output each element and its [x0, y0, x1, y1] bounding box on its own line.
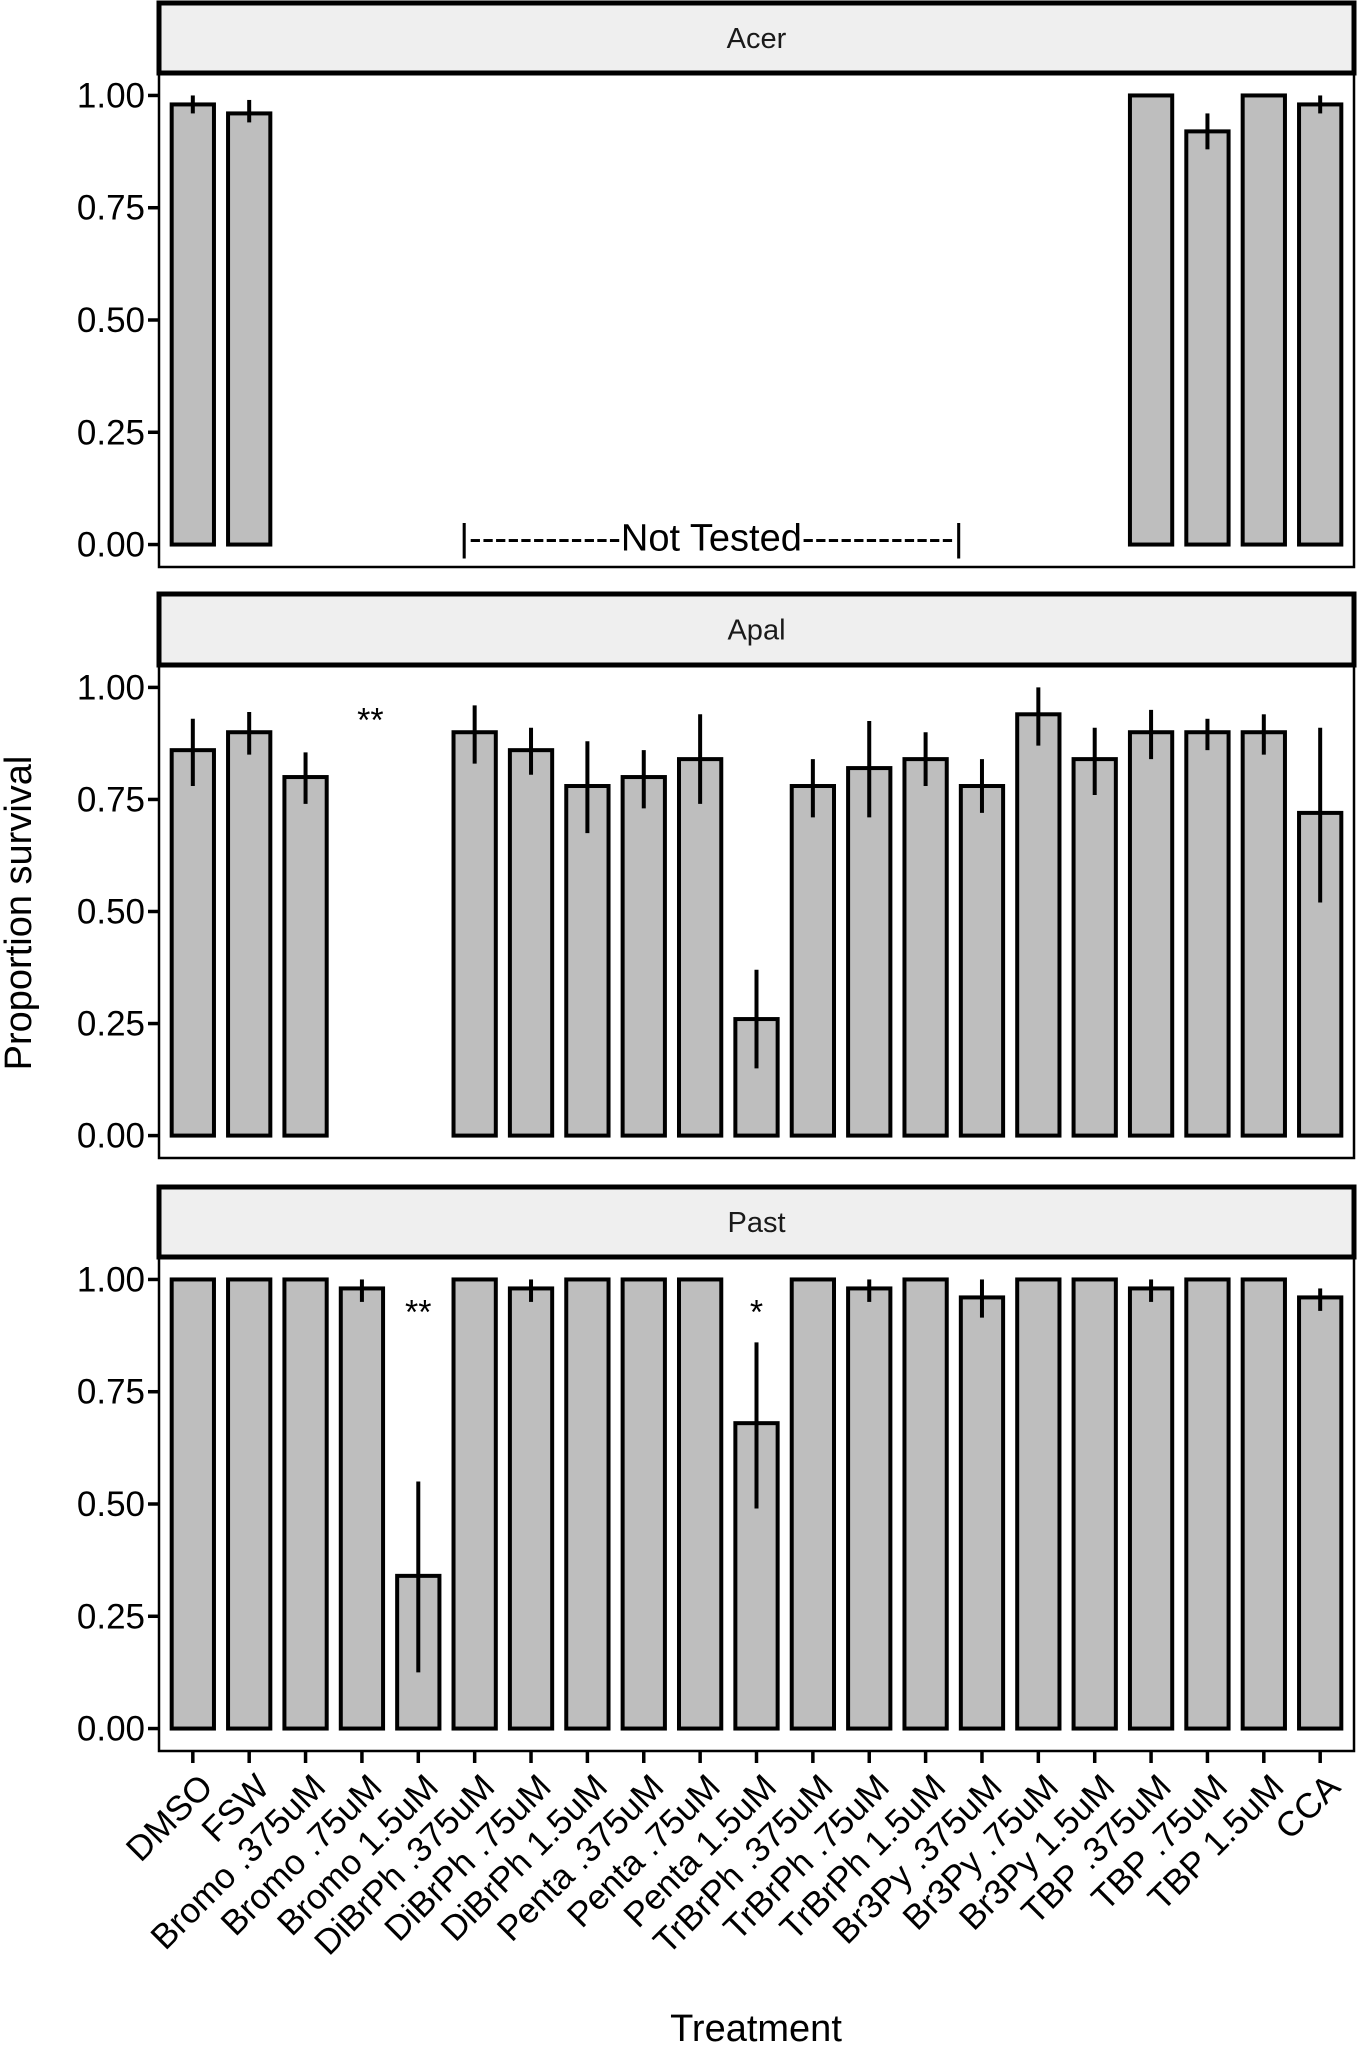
- y-tick-label: 0.50: [77, 1485, 145, 1524]
- bar-trbrph-75um: [846, 1286, 893, 1731]
- bar-fsw: [226, 730, 273, 1138]
- bar-br3py-375um: [958, 1295, 1006, 1731]
- bar-dmso: [169, 1277, 216, 1731]
- bar-br3py-75um: [1015, 712, 1062, 1138]
- y-tick-label: 0.75: [77, 780, 145, 819]
- y-tick-label: 0.00: [77, 1710, 145, 1749]
- bar-br3py-75um: [1015, 1277, 1062, 1731]
- bar-trbrph-375um: [789, 1277, 837, 1731]
- y-tick-label: 1.00: [77, 668, 145, 707]
- significance-marker: *: [750, 1293, 763, 1331]
- facet-panel-apal: Apal 0.00 0.25 0.50 0.75 1.00 **: [77, 591, 1357, 1160]
- bar-penta-75um: [676, 1277, 724, 1731]
- bar-cca: [1297, 1295, 1344, 1731]
- facet-strip: [156, 1184, 1357, 1260]
- bar-tbp-75um: [1184, 1277, 1231, 1731]
- facet-strip-label: Apal: [727, 615, 785, 647]
- bar-fsw: [226, 111, 273, 547]
- facet-strip: [156, 591, 1357, 668]
- facet-strip-label: Acer: [727, 23, 787, 55]
- y-axis-title: Proportion survival: [0, 756, 40, 1071]
- x-tick-label: CCA: [1268, 1767, 1348, 1847]
- y-tick-label: 0.25: [77, 1005, 145, 1044]
- bar-tbp-1-5um: [1240, 93, 1287, 547]
- significance-marker: **: [405, 1293, 431, 1331]
- bar-br3py-1-5um: [1071, 1277, 1118, 1731]
- bar-dibrph-1-5um: [564, 1277, 611, 1731]
- not-tested-label: |------------Not Tested------------|: [459, 518, 963, 560]
- bar-bromo-75um: [338, 1286, 386, 1731]
- bar-penta-75um: [676, 757, 724, 1138]
- bar-trbrph-75um: [846, 766, 893, 1138]
- facet-panels: Acer 0.00 0.25 0.50 0.75 1.00 |------------Not…: [77, 0, 1357, 1753]
- bar-dibrph-75um: [507, 748, 555, 1138]
- bar-fsw: [226, 1277, 273, 1731]
- x-axis-title: Treatment: [670, 2008, 842, 2050]
- bar-dmso: [169, 102, 216, 547]
- bar-dibrph-375um: [451, 730, 498, 1138]
- bar-dmso: [169, 748, 216, 1138]
- y-tick-label: 0.00: [77, 526, 145, 565]
- y-tick-label: 1.00: [77, 76, 145, 115]
- bar-br3py-375um: [958, 784, 1006, 1138]
- y-tick-label: 0.00: [77, 1117, 145, 1156]
- bar-tbp-375um: [1127, 93, 1175, 547]
- bar-tbp-1-5um: [1240, 730, 1287, 1138]
- y-tick-label: 0.25: [77, 1597, 145, 1636]
- bar-penta-375um: [620, 775, 667, 1138]
- bar-bromo-375um: [282, 1277, 329, 1731]
- bar-trbrph-1-5um: [902, 1277, 949, 1731]
- bar-tbp-375um: [1127, 730, 1175, 1138]
- bar-tbp-1-5um: [1240, 1277, 1287, 1731]
- bar-dibrph-375um: [451, 1277, 498, 1731]
- facet-panel-acer: Acer 0.00 0.25 0.50 0.75 1.00 |------------Not…: [77, 0, 1357, 569]
- bar-br3py-1-5um: [1071, 757, 1118, 1138]
- y-tick-label: 0.75: [77, 189, 145, 228]
- bar-penta-375um: [620, 1277, 667, 1731]
- bar-trbrph-1-5um: [902, 757, 949, 1138]
- bar-tbp-75um: [1184, 129, 1231, 547]
- y-tick-label: 0.75: [77, 1373, 145, 1412]
- significance-marker: **: [357, 701, 383, 739]
- bar-dibrph-1-5um: [564, 784, 611, 1138]
- bar-tbp-75um: [1184, 730, 1231, 1138]
- y-tick-label: 0.25: [77, 413, 145, 452]
- y-tick-label: 0.50: [77, 893, 145, 932]
- bar-dibrph-75um: [507, 1286, 555, 1731]
- facet-strip: [156, 0, 1357, 76]
- y-tick-label: 1.00: [77, 1260, 145, 1299]
- bar-tbp-375um: [1127, 1286, 1175, 1731]
- bar-trbrph-375um: [789, 784, 837, 1138]
- panel-border: [157, 71, 1356, 569]
- bar-cca: [1297, 102, 1344, 547]
- y-tick-label: 0.50: [77, 301, 145, 340]
- facet-strip-label: Past: [727, 1207, 785, 1239]
- bar-bromo-375um: [282, 775, 329, 1138]
